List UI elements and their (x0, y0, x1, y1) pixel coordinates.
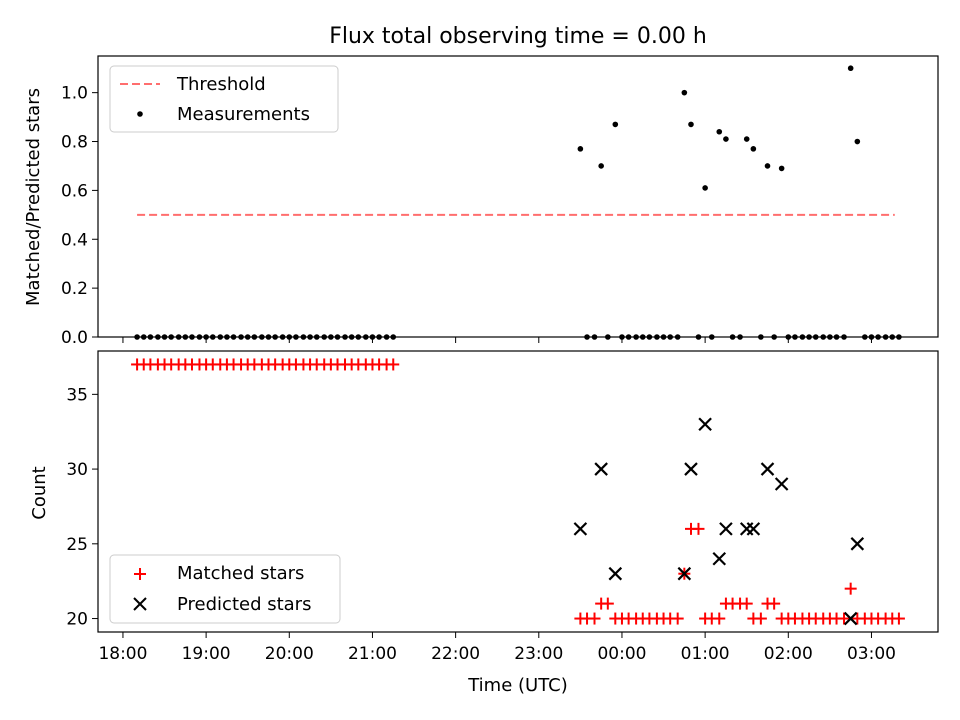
bottom-y-axis-label: Count (29, 466, 50, 519)
x-tick-label: 01:00 (681, 644, 730, 664)
measurement-point (681, 89, 688, 96)
legend-matched-label: Matched stars (177, 563, 304, 584)
y-tick-label: 1.0 (61, 84, 88, 104)
top-legend: Threshold Measurements (109, 65, 339, 133)
x-tick-label: 18:00 (98, 644, 147, 664)
matched-star-point (601, 597, 614, 610)
matched-star-point (671, 612, 684, 625)
measurement-point (598, 163, 604, 169)
bottom-y-axis: 20 25 30 35 (66, 385, 98, 630)
predicted-star-point (850, 537, 865, 551)
predicted-star-point (573, 522, 588, 536)
bottom-x-axis-label: Time (UTC) (467, 675, 568, 696)
measurement-point (577, 146, 584, 152)
measurement-point (612, 121, 619, 128)
figure-title: Flux total observing time = 0.00 h (329, 24, 707, 49)
bottom-panel: 20 25 30 35 18:00 19:00 20:00 21:00 22:00 23:00 0… (29, 350, 939, 696)
measurement-point (750, 146, 757, 152)
top-panel: 0.0 0.2 0.4 0.6 0.8 1.0 Matched/Predicted sta… (23, 55, 939, 348)
bottom-legend: Matched stars Predicted stars (109, 554, 341, 624)
predicted-star-point (774, 477, 789, 491)
legend-matched-marker (134, 568, 146, 580)
matched-star-point (754, 612, 767, 625)
measurement-point (764, 163, 771, 169)
matched-star-point (692, 522, 705, 535)
matched-star-point (588, 612, 601, 625)
legend-threshold-label: Threshold (176, 74, 266, 95)
measurement-point (702, 185, 708, 191)
y-tick-label: 0.4 (61, 230, 88, 250)
matched-star-point (387, 358, 400, 371)
y-tick-label: 30 (66, 460, 88, 480)
predicted-star-point (677, 566, 692, 581)
measurement-point (688, 121, 694, 128)
x-tick-label: 00:00 (597, 644, 646, 664)
y-tick-label: 25 (66, 535, 88, 555)
top-x-axis (122, 337, 872, 343)
top-y-axis: 0.0 0.2 0.4 0.6 0.8 1.0 (61, 84, 98, 348)
y-tick-label: 0.8 (61, 133, 88, 153)
legend-measurements-label: Measurements (177, 104, 310, 125)
legend-predicted-marker (133, 597, 147, 611)
x-tick-label: 22:00 (431, 644, 480, 664)
predicted-star-point (719, 522, 733, 536)
measurement-point (723, 136, 729, 142)
x-tick-label: 19:00 (182, 644, 231, 664)
predicted-star-point (698, 417, 712, 432)
x-tick-label: 21:00 (348, 644, 397, 664)
y-tick-label: 0.6 (61, 181, 88, 201)
x-tick-label: 23:00 (514, 644, 563, 664)
predicted-star-point (760, 462, 775, 476)
matched-star-point (713, 612, 726, 625)
legend-predicted-label: Predicted stars (177, 594, 311, 615)
measurement-point (716, 128, 723, 135)
matched-star-point (740, 597, 753, 610)
predicted-star-point (684, 462, 698, 476)
predicted-star-point (746, 522, 761, 536)
legend-measurement-marker (137, 111, 143, 117)
matched-star-point (844, 582, 857, 595)
x-tick-label: 02:00 (764, 644, 813, 664)
y-tick-label: 0.0 (61, 328, 88, 348)
predicted-star-point (594, 462, 608, 476)
y-tick-label: 0.2 (61, 279, 88, 299)
matched-star-point (892, 612, 905, 625)
bottom-plot-area (131, 358, 905, 626)
predicted-star-point (712, 551, 727, 566)
top-y-axis-label: Matched/Predicted stars (23, 88, 44, 306)
measurement-point (778, 165, 785, 172)
predicted-star-point (843, 611, 858, 626)
predicted-star-point (608, 566, 623, 581)
matched-star-point (768, 597, 781, 610)
matched-star-point (838, 612, 851, 625)
x-tick-label: 03:00 (847, 644, 896, 664)
y-tick-label: 35 (66, 385, 88, 405)
measurement-point (847, 65, 854, 72)
x-tick-label: 20:00 (265, 644, 314, 664)
bottom-x-axis: 18:00 19:00 20:00 21:00 22:00 23:00 00:00 01:00… (98, 632, 896, 664)
measurement-point (743, 136, 750, 142)
measurement-point (854, 138, 861, 145)
y-tick-label: 20 (66, 610, 88, 630)
